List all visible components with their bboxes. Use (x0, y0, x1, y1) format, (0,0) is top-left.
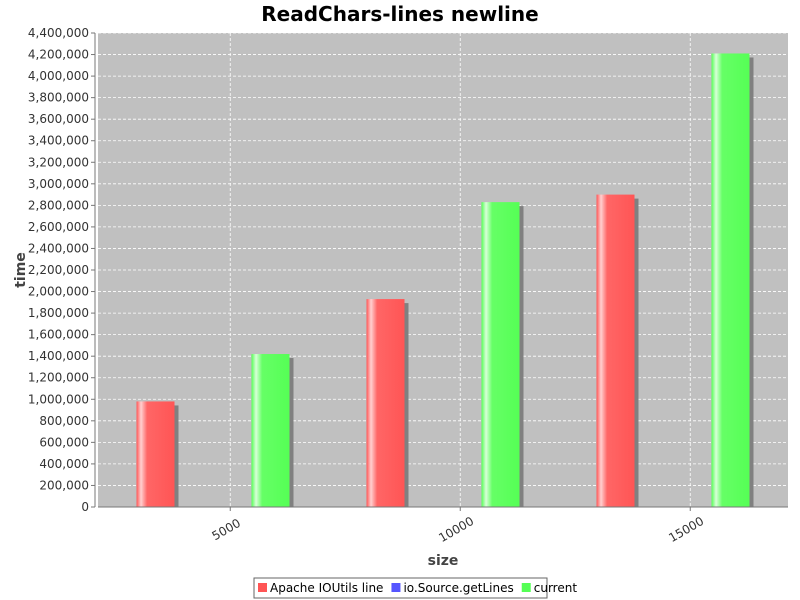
y-tick-label: 2,000,000 (28, 285, 89, 299)
y-tick-label: 1,200,000 (28, 371, 89, 385)
bar (366, 299, 405, 507)
y-axis-ticks: 0 200,000 400,000 600,000 800,000 1,000,000 1,… (28, 26, 95, 514)
bar (251, 354, 290, 507)
y-tick-label: 0 (81, 500, 89, 514)
y-tick-label: 2,400,000 (28, 241, 89, 255)
grid-lines (98, 32, 788, 507)
legend-label: Apache IOUtils line (270, 581, 383, 595)
y-tick-label: 600,000 (39, 435, 89, 449)
y-tick-label: 2,600,000 (28, 220, 89, 234)
x-tick-label: 5000 (210, 516, 243, 543)
y-tick-label: 3,200,000 (28, 155, 89, 169)
bar (711, 53, 750, 508)
x-axis-ticks: 5000 10000 15000 (210, 507, 706, 545)
legend: Apache IOUtils line io.Source.getLines cur… (253, 577, 578, 599)
x-axis-label: size (428, 553, 459, 569)
legend-swatch (258, 583, 267, 592)
bar (136, 401, 175, 507)
y-tick-label: 1,400,000 (28, 349, 89, 363)
x-tick-label: 15000 (666, 514, 706, 545)
y-tick-label: 200,000 (39, 478, 89, 492)
y-axis-label: time (13, 252, 29, 288)
y-tick-label: 400,000 (39, 457, 89, 471)
y-tick-label: 3,000,000 (28, 177, 89, 191)
y-tick-label: 3,600,000 (28, 112, 89, 126)
legend-swatch (521, 583, 531, 592)
legend-label: io.Source.getLines (403, 581, 513, 595)
y-tick-label: 2,200,000 (28, 263, 89, 277)
bar (596, 194, 635, 507)
legend-label: current (534, 581, 578, 595)
y-tick-label: 1,600,000 (28, 328, 89, 342)
bar (481, 202, 520, 507)
legend-box (253, 577, 548, 599)
y-tick-label: 4,200,000 (28, 48, 89, 62)
y-tick-label: 3,400,000 (28, 134, 89, 148)
x-tick-label: 10000 (436, 514, 476, 545)
y-tick-label: 2,800,000 (28, 198, 89, 212)
y-tick-label: 1,800,000 (28, 306, 89, 320)
legend-swatch (391, 583, 401, 592)
y-tick-label: 3,800,000 (28, 91, 89, 105)
y-tick-label: 4,000,000 (28, 69, 89, 83)
chart-title: ReadChars-lines newline (261, 2, 538, 26)
y-tick-label: 800,000 (39, 414, 89, 428)
y-tick-label: 1,000,000 (28, 392, 89, 406)
y-tick-label: 4,400,000 (28, 26, 89, 40)
bars (136, 53, 754, 508)
